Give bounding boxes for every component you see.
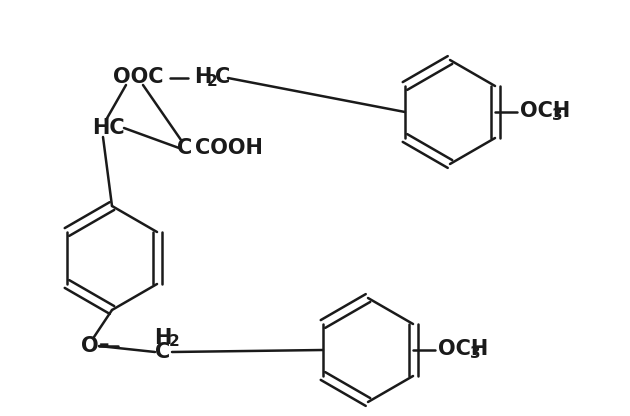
Text: COOH: COOH (195, 138, 263, 158)
Text: C: C (156, 342, 171, 362)
Text: C: C (215, 67, 230, 87)
Text: OOC: OOC (113, 67, 163, 87)
Text: H: H (154, 328, 172, 348)
Text: OCH: OCH (438, 339, 488, 359)
Text: 2: 2 (207, 74, 218, 89)
Text: 3: 3 (470, 347, 481, 362)
Text: H: H (194, 67, 212, 87)
Text: O: O (81, 336, 99, 356)
Text: HC: HC (92, 118, 124, 138)
Text: 3: 3 (552, 109, 563, 124)
Text: C: C (178, 138, 193, 158)
Text: OCH: OCH (520, 101, 570, 121)
Text: –: – (99, 335, 109, 355)
Text: 2: 2 (169, 334, 180, 349)
